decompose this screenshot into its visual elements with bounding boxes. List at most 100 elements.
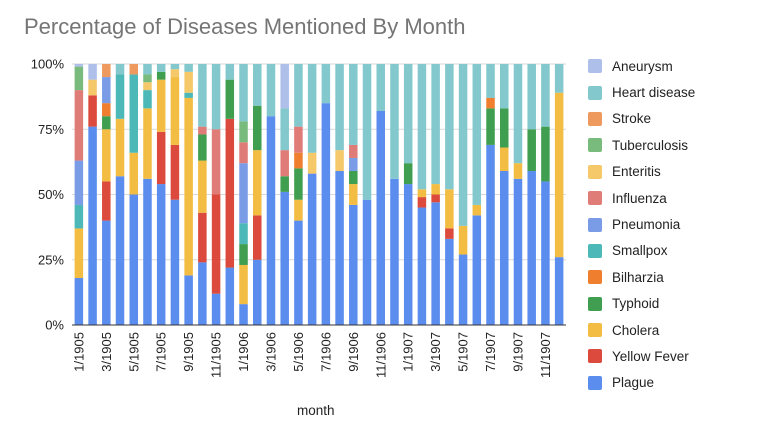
legend-item: Influenza	[588, 185, 758, 211]
legend-item: Stroke	[588, 106, 758, 132]
bar-segment	[198, 64, 207, 127]
bar-segment	[445, 238, 454, 325]
bar-segment	[403, 64, 413, 164]
bar-segment	[184, 92, 193, 98]
bar-segment	[554, 92, 564, 258]
bar-segment	[500, 171, 509, 325]
x-tick-label: 9/1906	[346, 332, 361, 372]
bar-segment	[307, 152, 317, 174]
bar-segment	[129, 64, 139, 75]
legend-label: Influenza	[612, 190, 667, 206]
legend-swatch	[588, 59, 602, 74]
legend-item: Bilharzia	[588, 264, 758, 290]
legend-item: Aneurysm	[588, 53, 758, 79]
bar-segment	[170, 199, 180, 325]
bar-segment	[239, 64, 248, 122]
bars-layer	[74, 64, 564, 326]
bar-segment	[390, 178, 399, 325]
bar-segment	[500, 147, 509, 172]
bar-segment	[403, 184, 413, 325]
bar-segment	[349, 204, 358, 325]
bar-segment	[431, 184, 440, 195]
bar-segment	[335, 150, 344, 172]
bar-segment	[74, 66, 84, 91]
legend-label: Stroke	[612, 111, 652, 127]
bar-segment	[184, 97, 193, 276]
bar-segment	[211, 129, 221, 195]
legend-label: Tuberculosis	[612, 137, 689, 153]
bar-segment	[390, 64, 399, 179]
bar-segment	[445, 64, 454, 190]
bar-segment	[129, 152, 139, 195]
bar-segment	[472, 215, 482, 325]
bar-segment	[513, 178, 523, 325]
bar-segment	[266, 116, 276, 325]
bar-segment	[170, 64, 180, 70]
bar-segment	[513, 163, 523, 179]
bar-segment	[198, 212, 207, 263]
bar-segment	[253, 215, 262, 260]
bar-segment	[143, 178, 152, 325]
bar-segment	[349, 157, 358, 172]
legend-item: Pneumonia	[588, 211, 758, 237]
bar-segment	[417, 189, 427, 198]
bar-segment	[225, 79, 235, 119]
bar-segment	[156, 79, 166, 132]
bar-segment	[280, 64, 289, 109]
bar-segment	[170, 144, 180, 200]
bar-segment	[280, 108, 289, 151]
bar-segment	[280, 150, 289, 177]
x-tick-label: 3/1907	[428, 332, 443, 372]
x-tick-label: 11/1905	[209, 332, 224, 378]
x-tick-label: 3/1905	[99, 332, 114, 372]
bar-segment	[458, 64, 468, 226]
bar-segment	[239, 223, 248, 245]
bar-segment	[156, 131, 166, 185]
bar-segment	[102, 129, 111, 182]
bar-segment	[527, 171, 536, 325]
bar-segment	[321, 64, 331, 104]
bar-segment	[102, 220, 111, 325]
bar-segment	[294, 168, 303, 200]
bar-segment	[376, 64, 386, 111]
x-tick-label: 7/1906	[318, 332, 333, 372]
legend-label: Heart disease	[612, 85, 696, 101]
bar-segment	[554, 257, 564, 325]
bar-segment	[74, 90, 84, 161]
bar-segment	[541, 64, 550, 127]
bar-segment	[102, 181, 111, 221]
legend-label: Yellow Fever	[612, 348, 689, 364]
legend-label: Cholera	[612, 322, 660, 338]
bar-segment	[417, 197, 427, 208]
bar-segment	[129, 194, 139, 325]
x-tick-label: 7/1907	[483, 332, 498, 372]
x-tick-label: 9/1907	[510, 332, 525, 372]
x-tick-label: 3/1906	[263, 332, 278, 372]
bar-segment	[362, 64, 372, 200]
bar-segment	[211, 64, 221, 130]
bar-segment	[500, 108, 509, 148]
bar-segment	[266, 64, 276, 117]
bar-segment	[307, 64, 317, 153]
bar-segment	[211, 194, 221, 294]
legend-label: Bilharzia	[612, 269, 664, 285]
legend-swatch	[588, 217, 602, 232]
bar-segment	[321, 103, 331, 326]
bar-segment	[156, 64, 166, 72]
legend-item: Tuberculosis	[588, 132, 758, 158]
grid-layer	[72, 63, 566, 261]
bar-segment	[156, 184, 166, 325]
bar-segment	[184, 71, 193, 93]
bar-segment	[74, 64, 84, 67]
bar-segment	[225, 267, 235, 325]
legend-label: Smallpox	[612, 243, 668, 259]
bar-segment	[294, 220, 303, 325]
x-tick-label: 1/1905	[71, 332, 86, 372]
bar-segment	[198, 134, 207, 161]
bar-segment	[74, 228, 84, 279]
legend-swatch	[588, 85, 602, 100]
bar-segment	[349, 184, 358, 205]
axis-layer: 0% 25% 50% 75% 100% 1/1905 3/1905 5/1905 7/1905 9…	[31, 57, 566, 378]
x-tick-label: 7/1905	[154, 332, 169, 372]
